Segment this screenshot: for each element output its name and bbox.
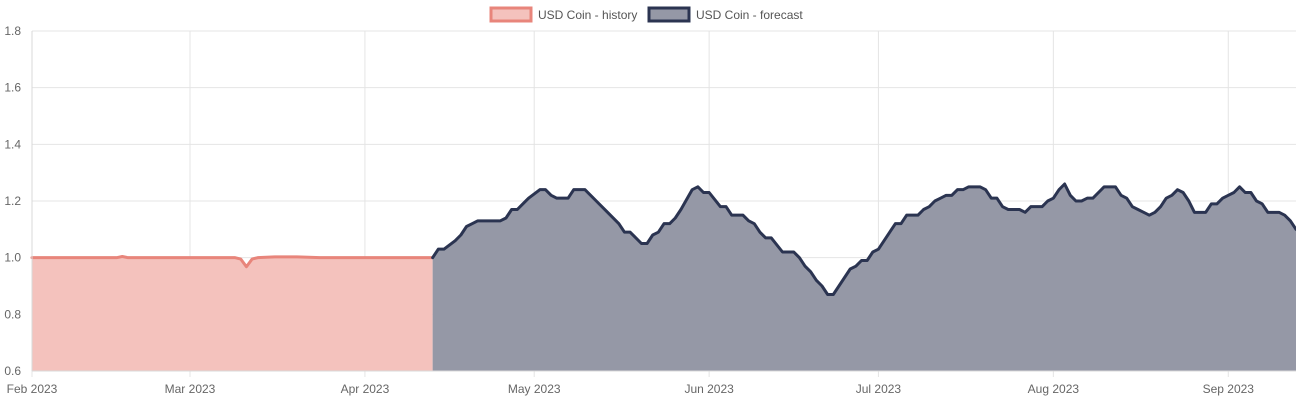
x-tick-label: Mar 2023 bbox=[165, 382, 216, 396]
history-series-line bbox=[30, 255, 435, 269]
legend-label-history: USD Coin - history bbox=[538, 8, 637, 22]
legend[interactable]: USD Coin - history USD Coin - forecast bbox=[489, 6, 803, 23]
series-areas bbox=[30, 182, 1296, 371]
legend-item-history[interactable]: USD Coin - history bbox=[489, 6, 637, 23]
x-tick-label: Feb 2023 bbox=[7, 382, 58, 396]
y-tick-label: 1.0 bbox=[4, 251, 21, 265]
y-tick-label: 1.8 bbox=[4, 24, 21, 38]
x-tick-label: Sep 2023 bbox=[1203, 382, 1255, 396]
legend-swatch-history bbox=[489, 6, 533, 23]
forecast-series-line bbox=[431, 182, 1296, 296]
forecast-area-fill bbox=[432, 184, 1296, 371]
y-tick-label: 0.8 bbox=[4, 307, 21, 321]
legend-swatch-forecast bbox=[647, 6, 691, 23]
legend-item-forecast[interactable]: USD Coin - forecast bbox=[647, 6, 803, 23]
x-tick-label: Jun 2023 bbox=[684, 382, 734, 396]
y-tick-label: 1.2 bbox=[4, 194, 21, 208]
history-area-fill bbox=[32, 256, 433, 371]
legend-label-forecast: USD Coin - forecast bbox=[696, 8, 803, 22]
x-tick-label: Jul 2023 bbox=[856, 382, 902, 396]
x-tick-label: May 2023 bbox=[508, 382, 561, 396]
axes: 0.6 0.8 1.0 1.2 1.4 1.6 1.8 Feb 2023 Mar 2023 Apr… bbox=[4, 24, 1296, 396]
x-tick-label: Apr 2023 bbox=[341, 382, 390, 396]
y-tick-label: 1.6 bbox=[4, 81, 21, 95]
x-tick-label: Aug 2023 bbox=[1028, 382, 1080, 396]
y-tick-label: 0.6 bbox=[4, 364, 21, 378]
y-tick-label: 1.4 bbox=[4, 137, 21, 151]
